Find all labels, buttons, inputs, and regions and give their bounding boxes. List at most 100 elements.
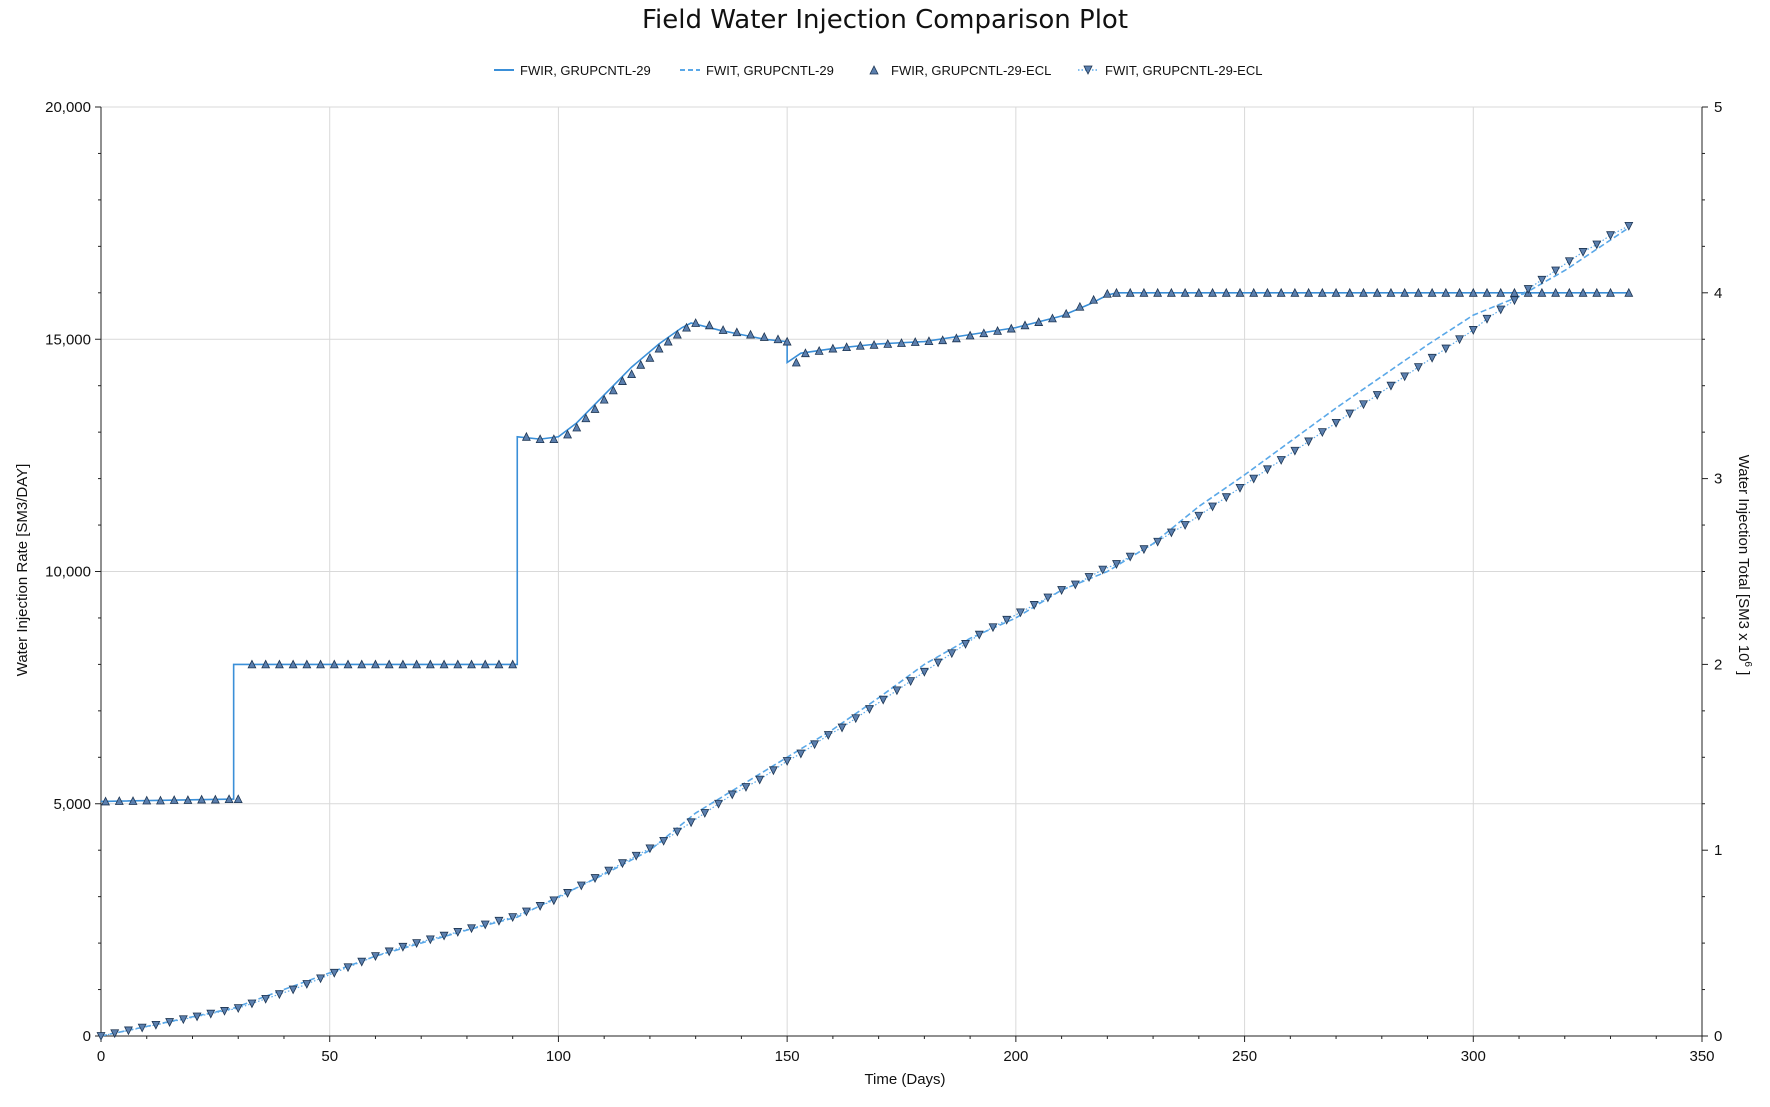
legend-label-fwit: FWIT, GRUPCNTL-29 [706,63,834,78]
marker-fwit-ecl [878,695,888,705]
marker-fwir-ecl [965,330,975,340]
marker-fwir-ecl [425,659,435,669]
marker-fwir-ecl [663,336,673,346]
marker-fwir-ecl [718,325,728,334]
marker-fwit-ecl [1139,545,1149,555]
marker-fwir-ecl [1551,287,1561,297]
marker-fwit-ecl [398,942,408,952]
marker-fwir-ecl [869,339,879,349]
marker-fwir-ecl [590,404,600,413]
marker-fwit-ecl [1194,511,1204,521]
marker-fwir-ecl [1276,287,1286,297]
marker-fwir-ecl [1331,287,1341,297]
legend-item-fwit: FWIT, GRUPCNTL-29 [680,63,834,78]
marker-fwit-ecl [1029,601,1039,610]
marker-fwit-ecl [178,1015,188,1025]
legend-swatch-fwit-ecl [1083,65,1093,75]
axes [95,106,1708,1042]
marker-fwit-ecl [1496,305,1506,315]
marker-fwir-ecl [627,369,637,378]
marker-fwit-ecl [480,920,490,930]
marker-fwir-ecl [1125,287,1135,297]
marker-fwir-ecl [1102,288,1112,298]
marker-fwit-ecl [988,623,998,633]
marker-fwit-ecl [1249,474,1259,484]
marker-fwir-ecl [924,336,934,346]
marker-fwit-ecl [1482,314,1492,324]
marker-fwir-ecl [773,334,783,344]
marker-fwit-ecl [1262,465,1272,475]
y-right-tick-label: 4 [1714,285,1722,302]
marker-fwir-ecl [233,794,243,804]
marker-fwit-ecl [1153,537,1163,547]
marker-fwir-ecl [842,342,852,352]
marker-fwit-ecl [659,837,669,846]
marker-fwir-ecl [636,359,646,369]
marker-fwit-ecl [439,931,449,941]
marker-fwit-ecl [590,874,600,883]
marker-fwit-ecl [741,783,751,792]
legend-item-fwir: FWIR, GRUPCNTL-29 [494,63,651,78]
marker-fwir-ecl [814,345,824,355]
marker-fwir-ecl [156,795,165,805]
marker-fwit-ecl [1606,231,1615,241]
marker-fwit-ecl [604,866,614,876]
marker-fwir-ecl [938,335,948,345]
marker-fwir-ecl [608,385,618,395]
marker-fwit-ecl [1084,573,1094,582]
marker-fwit-ecl [576,881,586,891]
marker-fwir-ecl [1006,323,1016,333]
marker-fwit-ecl [1180,521,1190,530]
marker-fwir-ecl [1413,287,1423,297]
marker-fwir-ecl [704,320,714,330]
y-left-tick-label: 5,000 [53,796,91,813]
marker-fwit-ecl [220,1007,229,1016]
marker-fwir-ecl [494,659,504,669]
marker-fwir-ecl [224,794,234,804]
marker-fwir-ecl [1564,287,1574,297]
marker-fwir-ecl [1386,287,1396,297]
marker-fwir-ecl [288,659,298,669]
marker-fwit-ecl [1413,363,1423,373]
marker-fwir-ecl [1509,287,1519,297]
marker-fwit-ecl [329,968,339,978]
marker-fwit-ecl [768,766,778,776]
marker-fwit-ecl [700,809,710,818]
marker-fwit-ecl [1523,285,1533,294]
marker-fwit-ecl [1290,446,1300,456]
marker-fwit-ecl [618,859,627,869]
marker-fwir-ecl [371,659,380,669]
marker-fwit-ecl [151,1020,161,1030]
marker-fwir-ecl [128,796,138,805]
marker-fwir-ecl [1592,287,1602,297]
marker-fwit-ecl [110,1029,120,1039]
marker-fwit-ecl [837,723,847,733]
marker-fwir-ecl [1020,320,1030,330]
marker-fwir-ecl [549,434,559,444]
marker-fwir-ecl [210,794,220,804]
marker-fwit-ecl [1221,493,1231,503]
marker-fwit-ecl [631,851,641,861]
marker-fwit-ecl [672,827,682,837]
y-left-tick-label: 15,000 [45,331,91,348]
marker-fwir-ecl [508,659,518,669]
legend-label-fwit-ecl: FWIT, GRUPCNTL-29-ECL [1105,63,1262,78]
marker-fwit-ecl [261,994,271,1004]
marker-fwit-ecl [1578,248,1588,257]
marker-fwit-ecl [521,907,531,917]
marker-fwit-ecl [1304,437,1314,447]
marker-fwit-ecl [1359,400,1368,410]
y-axis-left-label: Water Injection Rate [SM3/DAY] [14,464,31,677]
marker-fwir-ecl [1112,287,1121,297]
marker-fwir-ecl [599,394,609,404]
marker-fwir-ecl [1496,287,1506,297]
marker-fwir-ecl [1317,287,1327,297]
marker-fwit-ecl [206,1009,216,1019]
marker-fwit-ecl [1564,257,1574,267]
legend-item-fwir-ecl: FWIR, GRUPCNTL-29-ECL [869,63,1051,78]
marker-fwit-ecl [1468,326,1478,335]
x-tick-label: 50 [321,1048,338,1065]
marker-fwir-ecl [1455,287,1465,297]
marker-fwir-ecl [1194,287,1204,297]
marker-fwir-ecl [993,326,1003,335]
